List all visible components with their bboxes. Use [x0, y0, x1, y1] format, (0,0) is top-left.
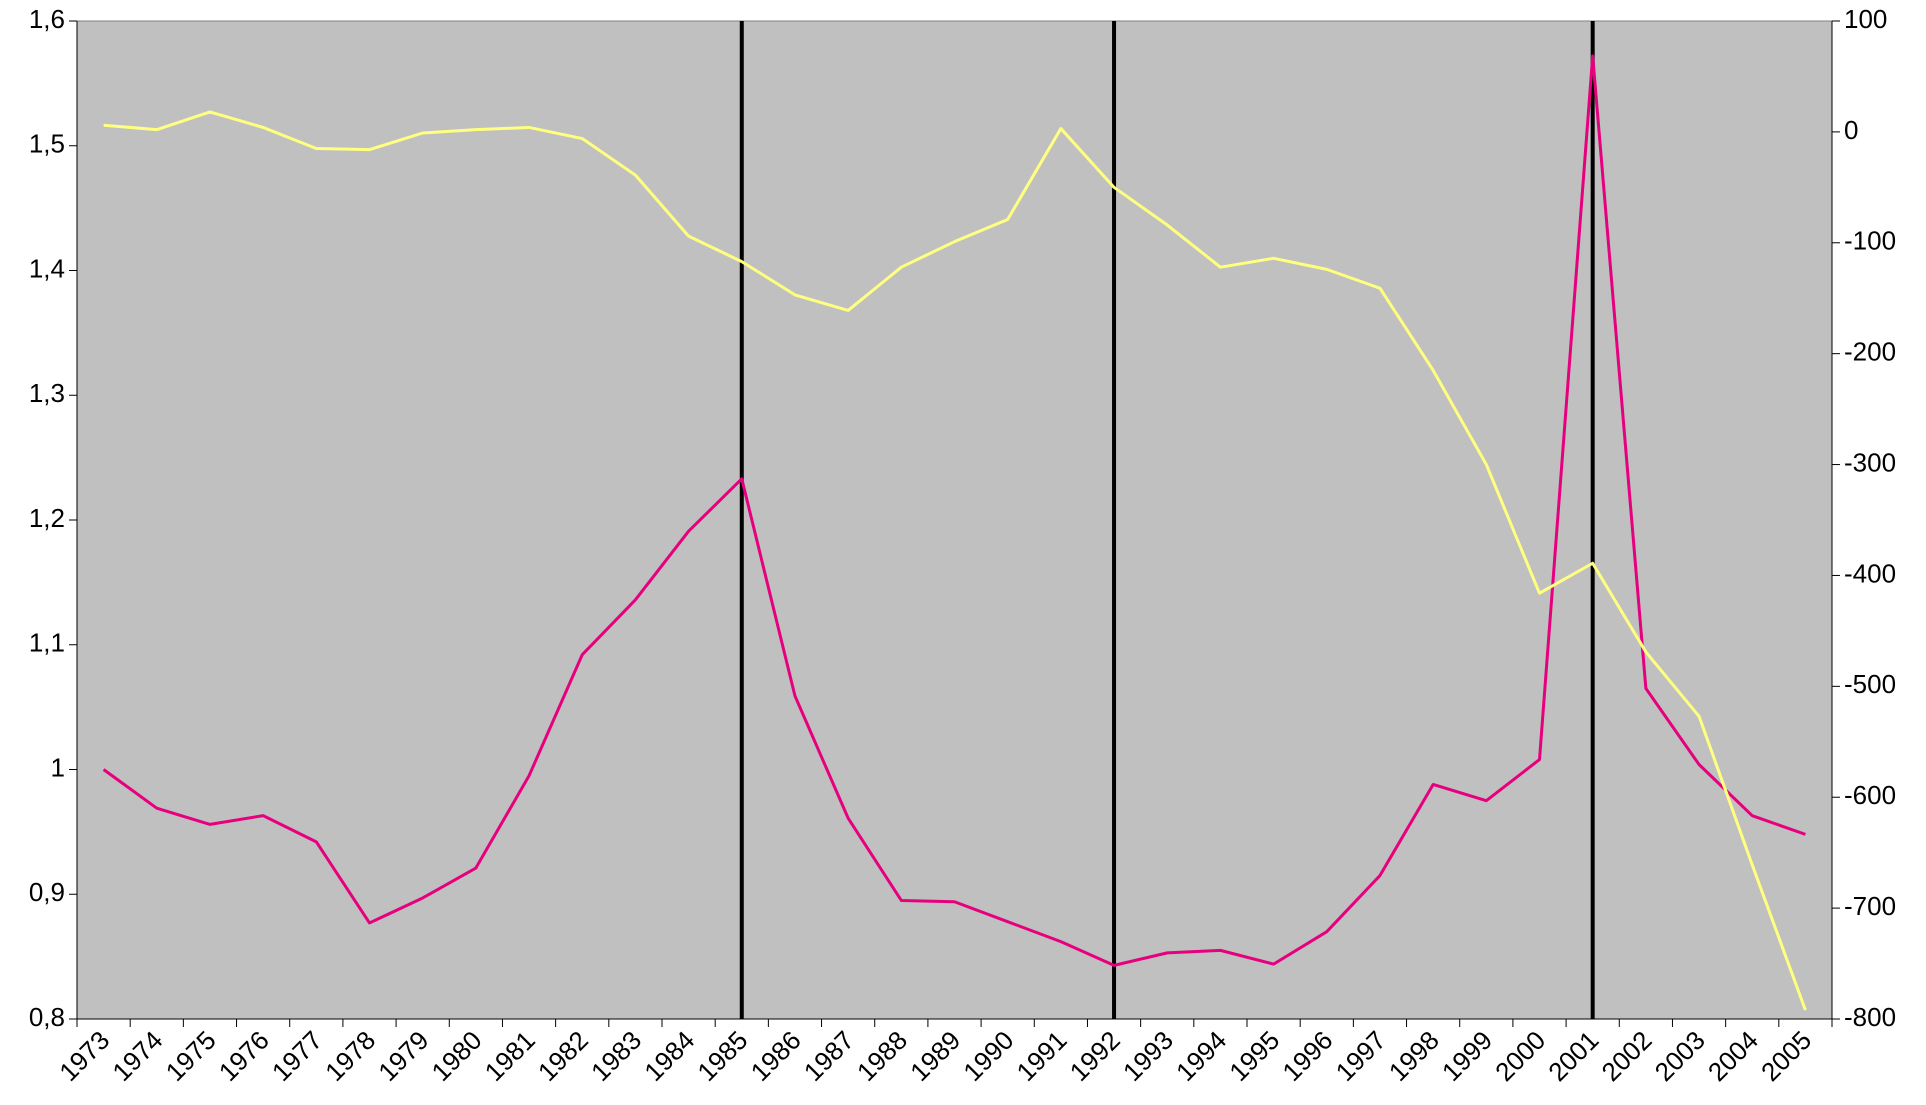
y-tick-label: 1,5 — [29, 129, 65, 159]
y2-tick-label: 0 — [1844, 115, 1858, 145]
x-tick-label: 2000 — [1489, 1025, 1551, 1087]
series-line — [102, 54, 1806, 967]
x-tick-label: 1980 — [426, 1025, 488, 1087]
x-tick-label: 1973 — [53, 1025, 115, 1087]
x-tick-label: 1989 — [904, 1025, 966, 1087]
x-tick-label: 1979 — [372, 1025, 434, 1087]
x-tick-label: 1982 — [532, 1025, 594, 1087]
x-tick-label: 1991 — [1011, 1025, 1073, 1087]
x-tick-label: 1986 — [745, 1025, 807, 1087]
x-tick-label: 1996 — [1276, 1025, 1338, 1087]
x-tick-label: 1974 — [106, 1025, 168, 1087]
y-tick-label: 1 — [51, 752, 65, 782]
y2-tick-label: -800 — [1844, 1002, 1896, 1032]
x-tick-label: 2001 — [1542, 1025, 1604, 1087]
x-tick-label: 1995 — [1223, 1025, 1285, 1087]
y2-tick-label: -300 — [1844, 447, 1896, 477]
x-tick-label: 1998 — [1383, 1025, 1445, 1087]
x-tick-label: 1997 — [1330, 1025, 1392, 1087]
y-tick-label: 1,3 — [29, 378, 65, 408]
x-tick-label: 2003 — [1649, 1025, 1711, 1087]
x-tick-label: 1990 — [957, 1025, 1019, 1087]
x-tick-label: 2002 — [1596, 1025, 1658, 1087]
x-tick-label: 1992 — [1064, 1025, 1126, 1087]
y2-tick-label: -500 — [1844, 669, 1896, 699]
x-tick-label: 1983 — [585, 1025, 647, 1087]
y-tick-label: 0,9 — [29, 877, 65, 907]
x-tick-label: 1978 — [319, 1025, 381, 1087]
x-tick-label: 1999 — [1436, 1025, 1498, 1087]
y2-tick-label: -600 — [1844, 780, 1896, 810]
x-tick-label: 1987 — [798, 1025, 860, 1087]
y-tick-label: 1,6 — [29, 4, 65, 34]
y-tick-label: 0,8 — [29, 1002, 65, 1032]
x-tick-label: 1984 — [638, 1025, 700, 1087]
y-tick-label: 1,4 — [29, 253, 65, 283]
y2-tick-label: -700 — [1844, 891, 1896, 921]
y-tick-label: 1,2 — [29, 503, 65, 533]
y2-tick-label: -200 — [1844, 337, 1896, 367]
y2-tick-label: -100 — [1844, 226, 1896, 256]
y2-tick-label: 100 — [1844, 4, 1887, 34]
x-tick-label: 2004 — [1702, 1025, 1764, 1087]
y2-tick-label: -400 — [1844, 558, 1896, 588]
x-tick-label: 1981 — [479, 1025, 541, 1087]
x-tick-label: 1993 — [1117, 1025, 1179, 1087]
series-line — [103, 110, 1807, 1011]
x-tick-label: 1994 — [1170, 1025, 1232, 1087]
x-tick-label: 1977 — [266, 1025, 328, 1087]
x-tick-label: 1988 — [851, 1025, 913, 1087]
x-tick-label: 1985 — [691, 1025, 753, 1087]
x-tick-label: 2005 — [1755, 1025, 1817, 1087]
y-tick-label: 1,1 — [29, 628, 65, 658]
x-tick-label: 1976 — [213, 1025, 275, 1087]
plot-area — [76, 20, 1833, 1020]
x-tick-label: 1975 — [160, 1025, 222, 1087]
